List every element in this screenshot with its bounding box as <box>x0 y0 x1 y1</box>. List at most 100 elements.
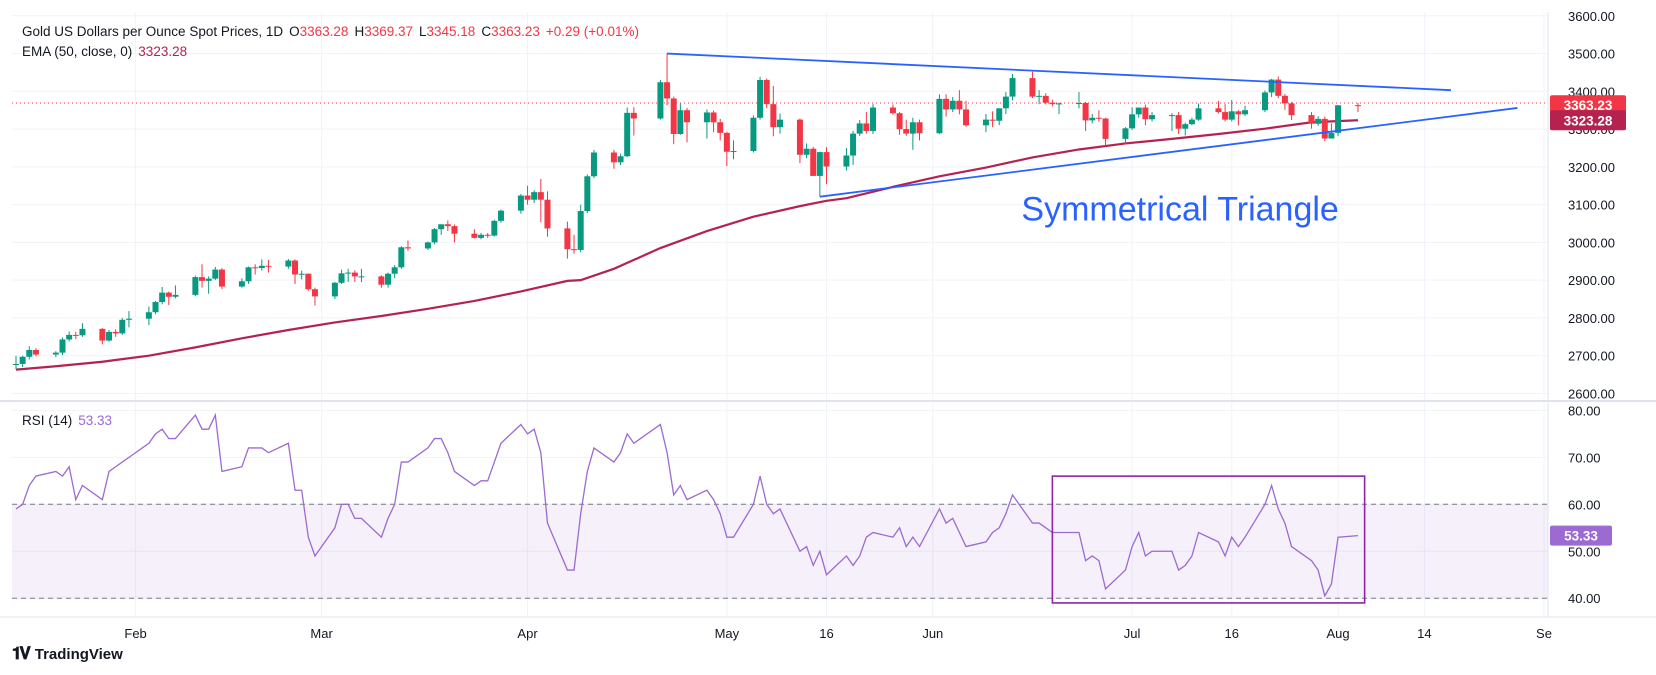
candle-body <box>1089 117 1096 121</box>
candle-body <box>26 350 33 357</box>
candle-body <box>1222 112 1229 120</box>
candle-body <box>863 123 870 131</box>
candle-body <box>856 123 863 134</box>
candle-body <box>192 277 199 295</box>
candle-body <box>843 155 850 167</box>
candle-body <box>1321 118 1328 139</box>
candle-body <box>52 352 59 355</box>
time-tick-label: 14 <box>1417 626 1431 641</box>
candle-body <box>1261 92 1268 111</box>
candle-body <box>152 302 159 313</box>
candle-body <box>172 294 179 297</box>
time-tick-label: Apr <box>517 626 538 641</box>
candle-body <box>1042 95 1049 103</box>
candle-body <box>1315 118 1322 124</box>
price-tick-label: 3100.00 <box>1568 198 1615 213</box>
candle-body <box>730 150 737 152</box>
rsi-tick-label: 50.00 <box>1568 544 1601 559</box>
candle-body <box>870 107 877 131</box>
candle-body <box>770 104 777 128</box>
candle-body <box>630 112 637 119</box>
rsi-value: 53.33 <box>78 413 113 428</box>
candle-body <box>1129 114 1136 129</box>
candle-body <box>517 195 524 211</box>
candle-body <box>79 328 86 336</box>
candle-body <box>657 82 664 119</box>
tradingview-brand[interactable]: 𝟏𝐕 TradingView <box>12 644 123 664</box>
rsi-tick-label: 80.00 <box>1568 403 1601 418</box>
candle-body <box>703 112 710 123</box>
candle-body <box>106 331 113 341</box>
candle-body <box>796 119 803 155</box>
candle-body <box>564 228 571 250</box>
time-tick-label: 16 <box>1225 626 1239 641</box>
rsi-tick-label: 40.00 <box>1568 591 1601 606</box>
candle-body <box>292 260 299 275</box>
candle-body <box>145 312 152 319</box>
candle-body <box>777 119 783 128</box>
high-value: 3369.37 <box>364 24 413 39</box>
candle-body <box>19 356 26 364</box>
candle-body <box>478 234 485 238</box>
candle-body <box>398 247 405 268</box>
candle-body <box>1268 79 1275 93</box>
candle-body <box>584 176 591 212</box>
open-value: 3363.28 <box>299 24 349 39</box>
candle-body <box>1102 118 1109 139</box>
candle-body <box>816 152 823 176</box>
candle-body <box>212 269 219 279</box>
candle-body <box>963 109 970 126</box>
ema-line <box>15 119 1359 371</box>
candle-body <box>1215 108 1222 113</box>
candle-body <box>1036 95 1043 97</box>
candle-body <box>956 100 963 110</box>
tradingview-logo-icon: 𝟏𝐕 <box>12 644 31 663</box>
candle-body <box>723 132 730 152</box>
candle-body <box>471 233 478 238</box>
candle-body <box>717 122 724 133</box>
close-value: 3363.23 <box>491 24 540 39</box>
time-tick-label: Se <box>1536 626 1552 641</box>
candle-body <box>351 272 358 277</box>
price-tick-label: 3200.00 <box>1568 160 1615 175</box>
time-tick-label: Jul <box>1124 626 1141 641</box>
candle-body <box>677 110 684 134</box>
rsi-tick-label: 70.00 <box>1568 450 1601 465</box>
low-label: L <box>419 24 427 39</box>
candle-body <box>431 229 438 243</box>
time-tick-label: Aug <box>1326 626 1349 641</box>
trendline-upper <box>667 52 1452 92</box>
candle-body <box>1308 115 1315 124</box>
candle-body <box>1122 128 1129 139</box>
candle-body <box>1049 102 1056 105</box>
rsi-line <box>15 412 1359 598</box>
candle-body <box>258 265 265 269</box>
candle-body <box>1056 103 1063 105</box>
candle-body <box>331 282 338 297</box>
price-badge <box>1550 95 1626 116</box>
candle-body <box>544 199 551 229</box>
candle-body <box>125 318 132 320</box>
candle-body <box>238 281 245 287</box>
candle-body <box>1175 115 1182 129</box>
candle-body <box>1188 119 1195 125</box>
candle-body <box>982 119 989 126</box>
candle-body <box>1002 96 1009 109</box>
candle-body <box>664 82 671 99</box>
candle-body <box>1275 79 1282 96</box>
open-label: O <box>289 24 300 39</box>
pattern-annotation: Symmetrical Triangle <box>1021 191 1338 229</box>
candle-body <box>99 328 106 341</box>
candle-body <box>577 211 584 250</box>
price-tick-label: 3600.00 <box>1568 9 1615 24</box>
candle-body <box>757 79 764 118</box>
candle-body <box>391 267 398 274</box>
candle-body <box>305 273 312 290</box>
candle-body <box>763 79 770 105</box>
candle-body <box>1182 124 1189 129</box>
candle-body <box>338 273 345 283</box>
price-badge <box>1550 110 1626 131</box>
candle-body <box>1082 103 1089 121</box>
